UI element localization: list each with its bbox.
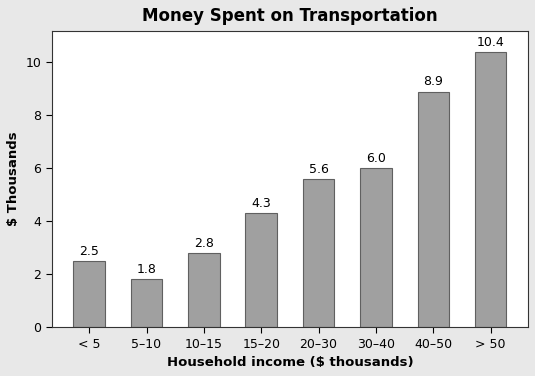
- Bar: [417, 91, 449, 327]
- Text: 2.8: 2.8: [194, 237, 214, 250]
- Bar: [246, 213, 277, 327]
- Text: 10.4: 10.4: [477, 36, 505, 49]
- Bar: [131, 279, 162, 327]
- Text: 2.5: 2.5: [79, 245, 99, 258]
- X-axis label: Household income ($ thousands): Household income ($ thousands): [166, 356, 413, 369]
- Text: 5.6: 5.6: [309, 163, 328, 176]
- Bar: [303, 179, 334, 327]
- Bar: [188, 253, 220, 327]
- Text: 8.9: 8.9: [423, 75, 443, 88]
- Text: 1.8: 1.8: [136, 263, 157, 276]
- Title: Money Spent on Transportation: Money Spent on Transportation: [142, 7, 438, 25]
- Text: 4.3: 4.3: [251, 197, 271, 210]
- Bar: [360, 168, 392, 327]
- Y-axis label: $ Thousands: $ Thousands: [7, 132, 20, 226]
- Bar: [73, 261, 105, 327]
- Bar: [475, 52, 507, 327]
- Text: 6.0: 6.0: [366, 152, 386, 165]
